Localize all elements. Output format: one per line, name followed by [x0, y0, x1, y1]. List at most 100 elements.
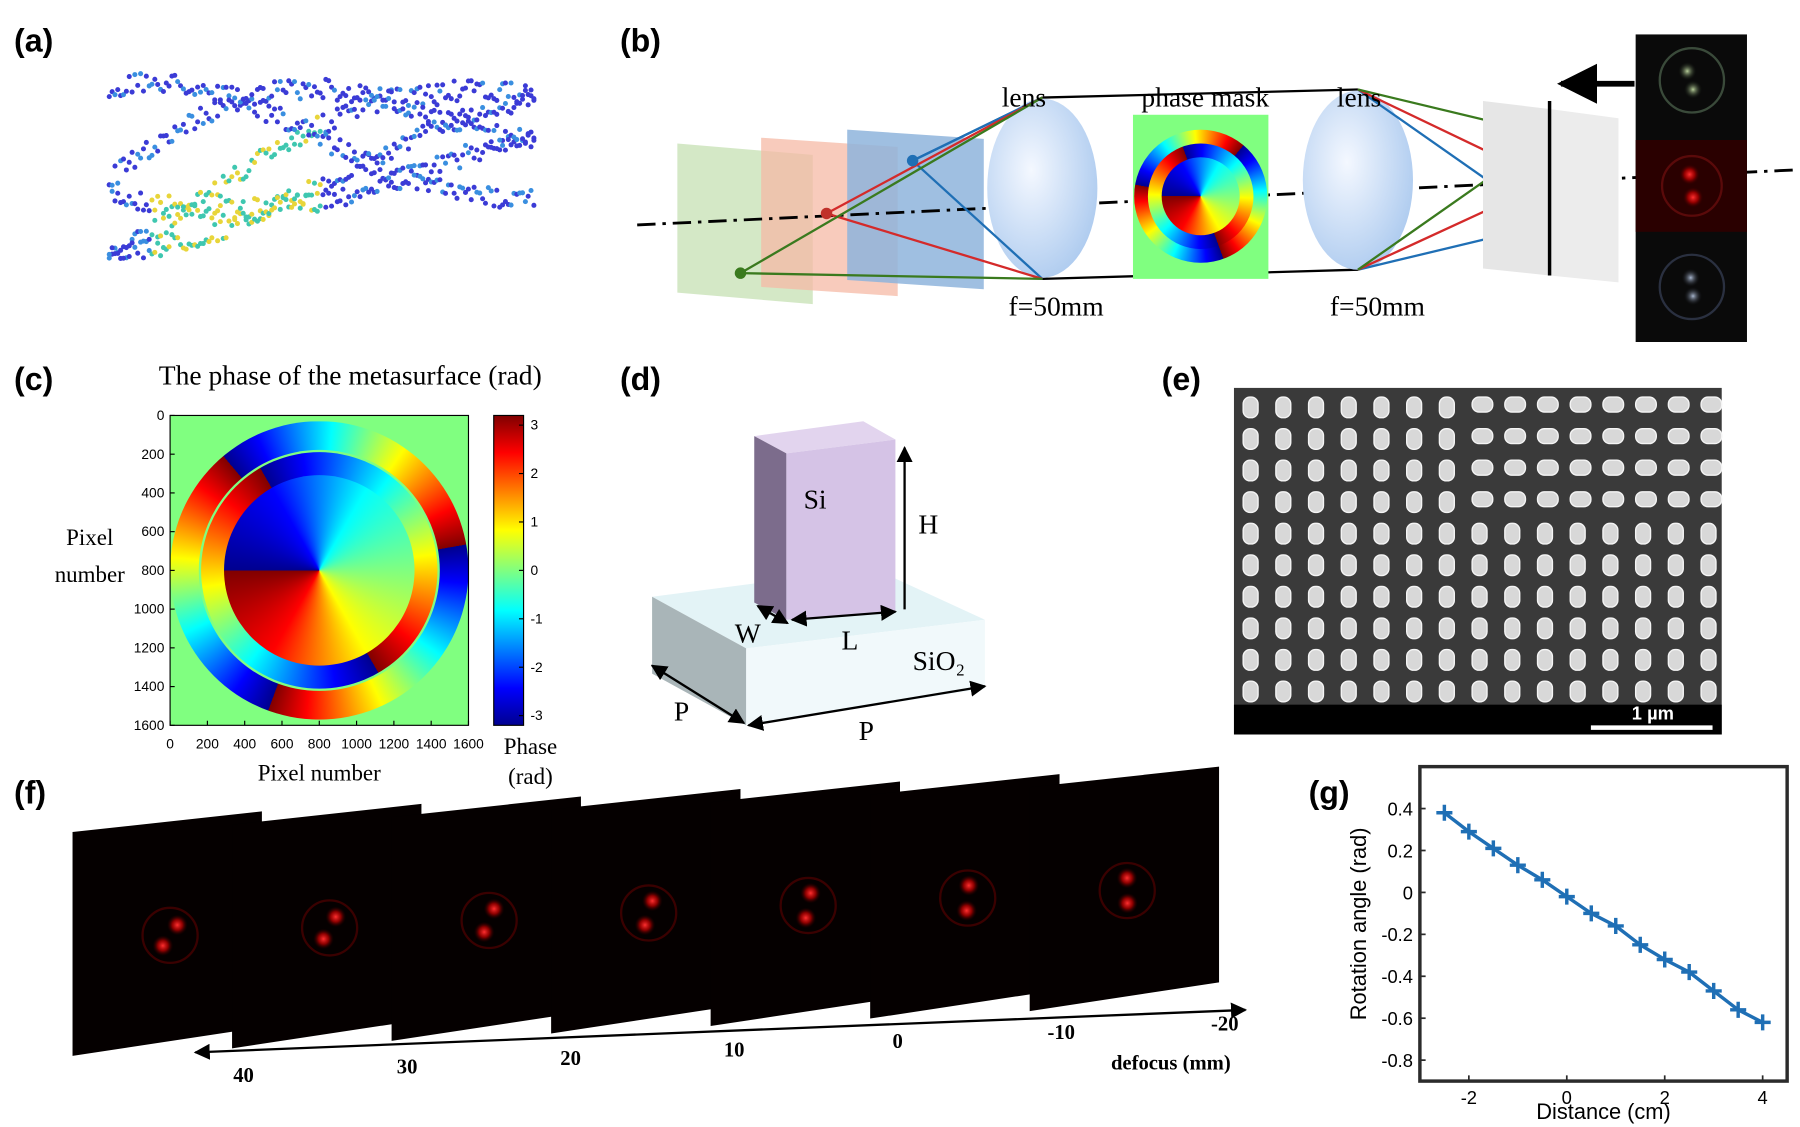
point — [326, 178, 332, 184]
nanopillar — [1536, 554, 1554, 577]
point — [252, 159, 258, 166]
point — [317, 90, 323, 96]
label: f=50mm — [1330, 291, 1425, 322]
y-tick-label: 400 — [141, 486, 164, 501]
nanopillar — [1307, 680, 1325, 703]
point — [460, 152, 466, 158]
marker — [1754, 1014, 1771, 1031]
point — [166, 213, 172, 219]
nanopillar — [1340, 427, 1357, 450]
point — [123, 88, 129, 94]
point — [511, 105, 517, 111]
point — [252, 109, 258, 115]
nanopillar — [1602, 648, 1619, 671]
title: The phase of the metasurface (rad) — [159, 359, 542, 390]
point — [246, 105, 252, 111]
nanopillar — [1438, 396, 1456, 419]
point — [149, 81, 155, 87]
point — [135, 206, 141, 212]
marker — [1656, 951, 1673, 968]
ring — [141, 906, 199, 965]
point — [471, 184, 477, 190]
point — [180, 121, 186, 127]
point — [266, 146, 272, 152]
point — [272, 79, 278, 85]
point — [192, 91, 198, 97]
label: SiO₂ — [913, 645, 965, 676]
nanopillar — [1275, 491, 1292, 514]
point — [337, 111, 343, 117]
point — [217, 219, 223, 225]
spot — [473, 921, 495, 943]
point — [411, 163, 417, 169]
point — [454, 195, 460, 201]
point — [514, 137, 520, 143]
point — [140, 88, 146, 94]
nanopillar — [1340, 648, 1357, 671]
nanopillar — [1373, 459, 1390, 482]
nanopillar — [1438, 491, 1456, 514]
nanopillar — [1340, 522, 1357, 545]
defocus-frame — [391, 796, 581, 1041]
nanopillar — [1373, 554, 1390, 577]
nanopillar — [1667, 617, 1684, 640]
ring — [460, 891, 518, 950]
point — [363, 185, 369, 191]
point — [354, 189, 360, 195]
point — [277, 78, 283, 85]
point — [140, 238, 146, 244]
nanopillar — [1307, 648, 1325, 671]
point — [226, 97, 232, 103]
point — [254, 113, 260, 119]
point — [140, 207, 146, 213]
point — [497, 137, 503, 143]
pillar-side — [754, 436, 787, 620]
nanopillar — [1536, 459, 1559, 476]
point — [457, 165, 463, 171]
nanopillar — [1667, 680, 1684, 703]
nanopillar — [1536, 491, 1559, 508]
nanopillar — [1602, 554, 1619, 577]
nanopillar — [1536, 648, 1554, 671]
nanopillar — [1373, 522, 1390, 545]
colorbar-tick-label: -1 — [530, 611, 542, 626]
point — [388, 155, 394, 161]
nanopillar — [1340, 617, 1357, 640]
point — [240, 210, 246, 216]
point — [283, 192, 289, 198]
panel-label: (b) — [620, 23, 661, 59]
panel-label: (f) — [14, 774, 46, 810]
spot — [152, 935, 174, 957]
point — [383, 103, 389, 109]
point — [112, 163, 118, 169]
nanopillar — [1602, 522, 1619, 545]
point — [451, 78, 457, 84]
point — [522, 199, 528, 205]
point — [309, 192, 315, 198]
nanopillar — [1438, 585, 1456, 608]
point — [531, 137, 537, 143]
point — [123, 167, 129, 173]
point — [120, 255, 127, 261]
point — [246, 168, 252, 174]
point — [408, 113, 414, 119]
point — [502, 100, 508, 107]
point — [118, 247, 124, 253]
nanopillar — [1471, 585, 1488, 608]
point — [423, 91, 429, 97]
panel-label: (d) — [620, 361, 661, 397]
point — [363, 85, 369, 91]
point — [343, 93, 349, 99]
nanopillar — [1634, 617, 1652, 640]
axis-label: defocus (mm) — [1111, 1053, 1231, 1075]
point — [189, 87, 195, 93]
point — [368, 92, 375, 98]
frame — [710, 781, 900, 1027]
spot — [634, 914, 656, 936]
label: phase mask — [1141, 82, 1269, 113]
point — [303, 193, 309, 199]
y-axis-label: number — [55, 562, 125, 587]
frame — [551, 789, 741, 1034]
nanopillar — [1634, 554, 1652, 577]
point — [240, 199, 246, 205]
